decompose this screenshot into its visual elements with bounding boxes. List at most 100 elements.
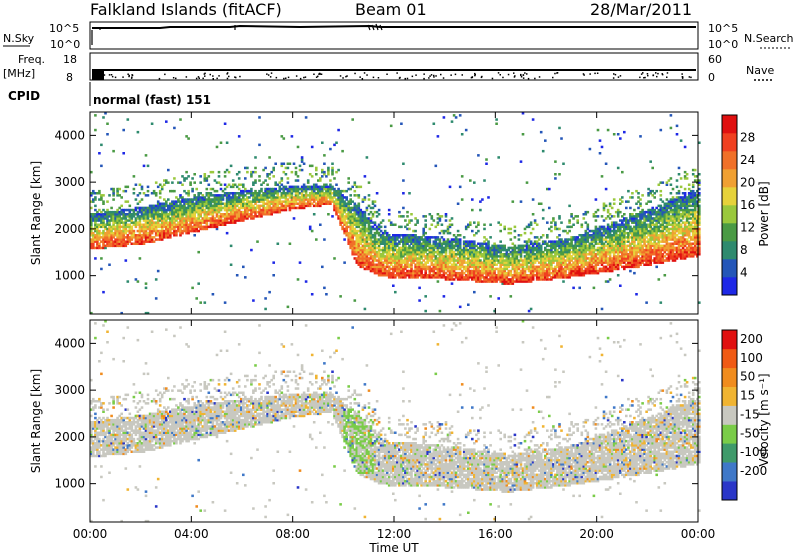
power-cell [298, 168, 302, 172]
power-cell [418, 263, 421, 266]
power-cell [371, 244, 375, 248]
power-cell [110, 229, 113, 233]
power-cell [467, 225, 470, 229]
power-cell [142, 225, 146, 229]
power-cell [315, 202, 318, 205]
power-cell [578, 259, 581, 262]
power-cell [410, 213, 413, 216]
power-cell [365, 229, 369, 233]
power-cell [165, 236, 168, 239]
power-cell [152, 192, 156, 195]
power-cell [535, 248, 539, 252]
power-cell [319, 177, 322, 180]
power-cell [120, 217, 123, 220]
power-cell [116, 236, 119, 239]
power-cell [169, 225, 172, 229]
power-cell [444, 267, 448, 271]
power-cell [578, 248, 581, 252]
power-cell [396, 274, 399, 277]
power-cell [604, 280, 608, 283]
power-cell [179, 210, 182, 214]
power-cell [475, 271, 478, 275]
power-cell [548, 187, 551, 191]
power-cell [481, 246, 484, 250]
power-cell [312, 198, 316, 201]
power-cell [233, 215, 237, 218]
power-cell [373, 242, 377, 245]
power-cell [550, 248, 553, 252]
power-cell [428, 246, 432, 250]
power-cell [588, 242, 592, 245]
power-cell [404, 225, 407, 229]
power-cell [548, 240, 551, 243]
power-cell [312, 183, 316, 186]
power-cell [444, 229, 448, 233]
power-cell [416, 265, 419, 269]
power-cell [483, 271, 486, 275]
power-cell [416, 269, 419, 273]
power-cell [321, 265, 324, 269]
power-cell [373, 234, 377, 237]
power-cell [576, 238, 579, 241]
power-cell [416, 267, 419, 271]
power-cell [118, 240, 121, 243]
power-cell [568, 259, 571, 262]
power-cell [296, 206, 300, 210]
power-cell [481, 276, 484, 279]
power-cell [385, 263, 389, 266]
power-cell [167, 198, 170, 201]
power-cell [379, 261, 383, 264]
power-cell [144, 217, 148, 220]
power-cell [509, 271, 513, 275]
power-cell [420, 246, 423, 250]
power-cell [317, 189, 320, 193]
power-cell [98, 152, 101, 155]
power-cell [179, 206, 182, 210]
power-cell [96, 240, 99, 243]
power-cell [483, 255, 486, 258]
power-cell [610, 267, 614, 271]
power-cell [489, 261, 492, 264]
power-cell [229, 208, 233, 212]
power-cell [189, 217, 192, 220]
power-cell [229, 196, 233, 199]
power-cell [574, 269, 577, 273]
power-cell [469, 265, 472, 269]
power-cell [102, 244, 105, 248]
power-cell [487, 240, 490, 243]
power-cell [144, 227, 148, 231]
power-cell [610, 263, 614, 266]
power-cell [426, 242, 429, 245]
power-cell [387, 248, 391, 252]
power-cell [217, 217, 221, 220]
power-cell [169, 234, 172, 237]
power-cell [290, 196, 294, 199]
power-cell [118, 227, 121, 231]
power-cell [112, 198, 115, 201]
power-cell [558, 265, 561, 269]
power-cell [124, 242, 128, 245]
power-cell [280, 177, 284, 180]
power-cell [570, 257, 573, 260]
power-cell [483, 246, 486, 250]
power-cell [576, 259, 579, 262]
power-cell [187, 208, 190, 212]
beam-title: Beam 01 [355, 0, 427, 19]
power-cell [144, 229, 148, 233]
power-cell [371, 261, 375, 264]
power-cell [610, 240, 614, 243]
power-cell [539, 274, 543, 277]
power-cell [594, 198, 598, 201]
power-cell [600, 215, 604, 218]
power-cell [333, 200, 336, 203]
power-cell [118, 244, 121, 248]
power-cell [116, 240, 119, 243]
power-cell [610, 206, 614, 210]
power-cell [515, 255, 519, 258]
power-cell [446, 263, 450, 266]
power-cell [357, 244, 361, 248]
power-cell [612, 236, 616, 239]
power-cell [112, 244, 115, 248]
power-cell [596, 259, 600, 262]
power-cell [201, 198, 205, 201]
